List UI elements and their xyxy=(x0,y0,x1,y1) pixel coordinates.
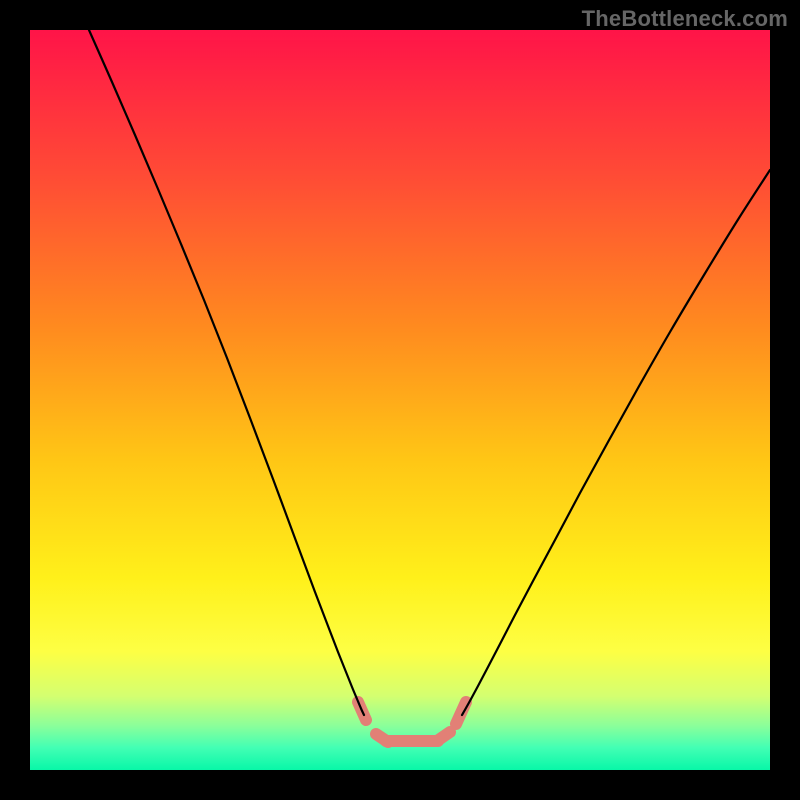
gradient-background xyxy=(30,30,770,770)
valley-segment-3 xyxy=(437,732,450,741)
bottleneck-chart xyxy=(30,30,770,770)
chart-frame: TheBottleneck.com xyxy=(0,0,800,800)
chart-svg xyxy=(30,30,770,770)
watermark-text: TheBottleneck.com xyxy=(582,6,788,32)
